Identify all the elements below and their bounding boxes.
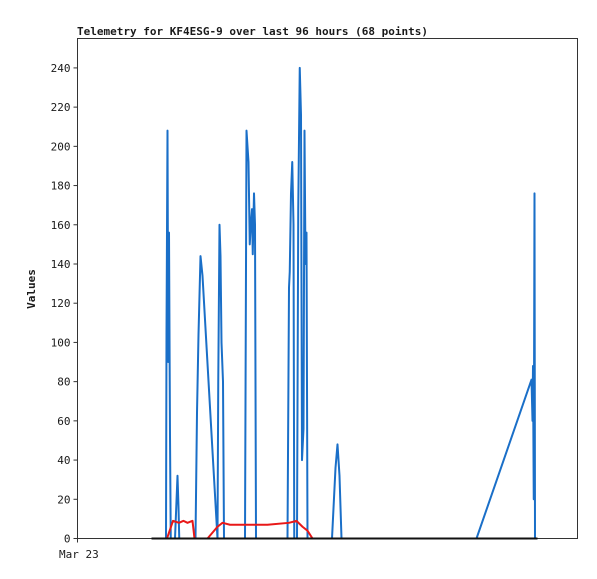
y-tick-label: 240 <box>51 62 71 75</box>
y-tick-label: 0 <box>64 533 71 546</box>
y-tick-label: 200 <box>51 140 71 153</box>
series-layer <box>151 66 538 540</box>
y-tick-label: 180 <box>51 180 71 193</box>
y-tick-label: 160 <box>51 219 71 232</box>
y-tick-label: 100 <box>51 336 71 349</box>
y-tick-label: 140 <box>51 258 71 271</box>
y-tick-label: 220 <box>51 101 71 114</box>
plot-area <box>77 38 578 539</box>
y-tick-label: 40 <box>57 454 70 467</box>
series-line-2 <box>166 519 314 540</box>
y-axis-label: Values <box>25 269 38 309</box>
y-tick-label: 20 <box>57 493 70 506</box>
x-axis: Mar 23 <box>59 538 99 561</box>
chart-title: Telemetry for KF4ESG-9 over last 96 hour… <box>77 25 428 38</box>
series-line-1 <box>151 66 536 540</box>
x-tick-label: Mar 23 <box>59 548 99 561</box>
y-tick-label: 60 <box>57 415 70 428</box>
y-tick-label: 120 <box>51 297 71 310</box>
y-axis: 0 20 40 60 80 100 120 140 160 180 200 220 240 <box>51 62 78 546</box>
y-tick-label: 80 <box>57 376 70 389</box>
